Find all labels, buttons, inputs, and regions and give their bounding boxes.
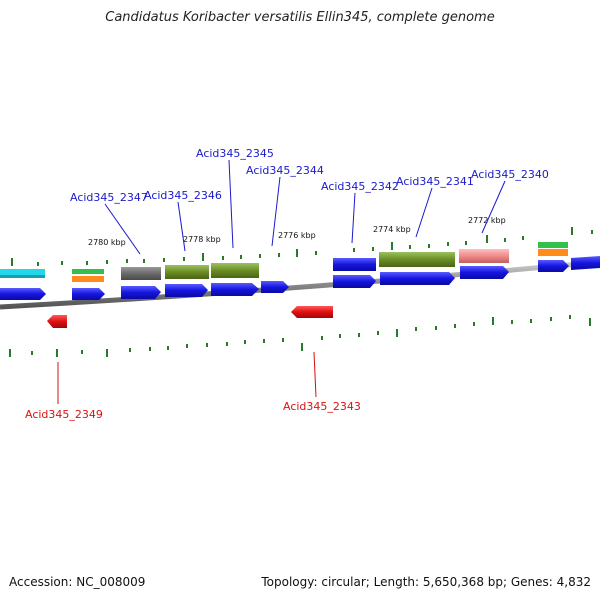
kbp-label-2780: 2780 kbp xyxy=(88,238,126,247)
feature-cyan-bar[interactable] xyxy=(0,269,45,275)
gene-label-acid345-2346[interactable]: Acid345_2346 xyxy=(144,189,222,202)
gene-arrow-fwd[interactable] xyxy=(538,260,569,272)
gene-arrow-rev[interactable] xyxy=(291,306,333,318)
gene-label-acid345-2344[interactable]: Acid345_2344 xyxy=(246,164,324,177)
feature-olive-bar-2[interactable] xyxy=(211,263,259,278)
gene-arrow-rev[interactable] xyxy=(47,315,67,328)
gene-arrow-fwd[interactable] xyxy=(0,288,46,300)
map-title: Candidatus Koribacter versatilis Ellin34… xyxy=(105,10,495,25)
feature-bars xyxy=(0,242,568,282)
tick-marks-bottom xyxy=(9,315,591,357)
feature-green-bar-1[interactable] xyxy=(72,269,104,274)
gene-arrow-fwd[interactable] xyxy=(333,258,376,271)
gene-arrow-fwd[interactable] xyxy=(165,284,208,297)
genome-summary-text: Topology: circular; Length: 5,650,368 bp… xyxy=(261,575,591,589)
gene-arrow-fwd[interactable] xyxy=(211,283,259,296)
gene-arrow-fwd[interactable] xyxy=(333,275,376,288)
gene-label-acid345-2340[interactable]: Acid345_2340 xyxy=(471,168,549,181)
kbp-label-2774: 2774 kbp xyxy=(373,225,411,234)
feature-orange-bar-1[interactable] xyxy=(72,276,104,282)
bottom-label-leaders xyxy=(57,351,317,404)
feature-gray-bar[interactable] xyxy=(121,267,161,280)
feature-pink-bar[interactable] xyxy=(459,249,509,263)
tick-marks-top xyxy=(11,227,593,266)
gene-arrow-fwd[interactable] xyxy=(571,256,600,270)
gene-label-acid345-2347[interactable]: Acid345_2347 xyxy=(70,191,148,204)
kbp-label-2778: 2778 kbp xyxy=(183,235,221,244)
reverse-genes xyxy=(47,306,333,328)
gene-label-acid345-2345[interactable]: Acid345_2345 xyxy=(196,147,274,160)
gene-label-acid345-2342[interactable]: Acid345_2342 xyxy=(321,180,399,193)
feature-orange-bar-2[interactable] xyxy=(538,249,568,256)
forward-genes xyxy=(0,256,600,300)
gene-label-acid345-2343[interactable]: Acid345_2343 xyxy=(283,400,361,413)
gene-label-acid345-2341[interactable]: Acid345_2341 xyxy=(396,175,474,188)
kbp-label-2772: 2772 kbp xyxy=(468,216,506,225)
gene-arrow-fwd[interactable] xyxy=(121,286,161,299)
gene-arrow-fwd[interactable] xyxy=(72,288,105,300)
top-label-leaders xyxy=(104,159,506,255)
gene-label-acid345-2349[interactable]: Acid345_2349 xyxy=(25,408,103,421)
feature-green-bar-2[interactable] xyxy=(538,242,568,248)
gene-arrow-fwd[interactable] xyxy=(261,281,289,293)
gene-arrow-fwd[interactable] xyxy=(460,266,509,279)
accession-text: Accession: NC_008009 xyxy=(9,575,146,589)
kbp-label-2776: 2776 kbp xyxy=(278,231,316,240)
feature-olive-bar-1[interactable] xyxy=(165,265,209,279)
gene-arrow-fwd[interactable] xyxy=(380,272,455,285)
genome-backbone xyxy=(0,259,600,310)
feature-olive-bar-3[interactable] xyxy=(379,252,455,267)
